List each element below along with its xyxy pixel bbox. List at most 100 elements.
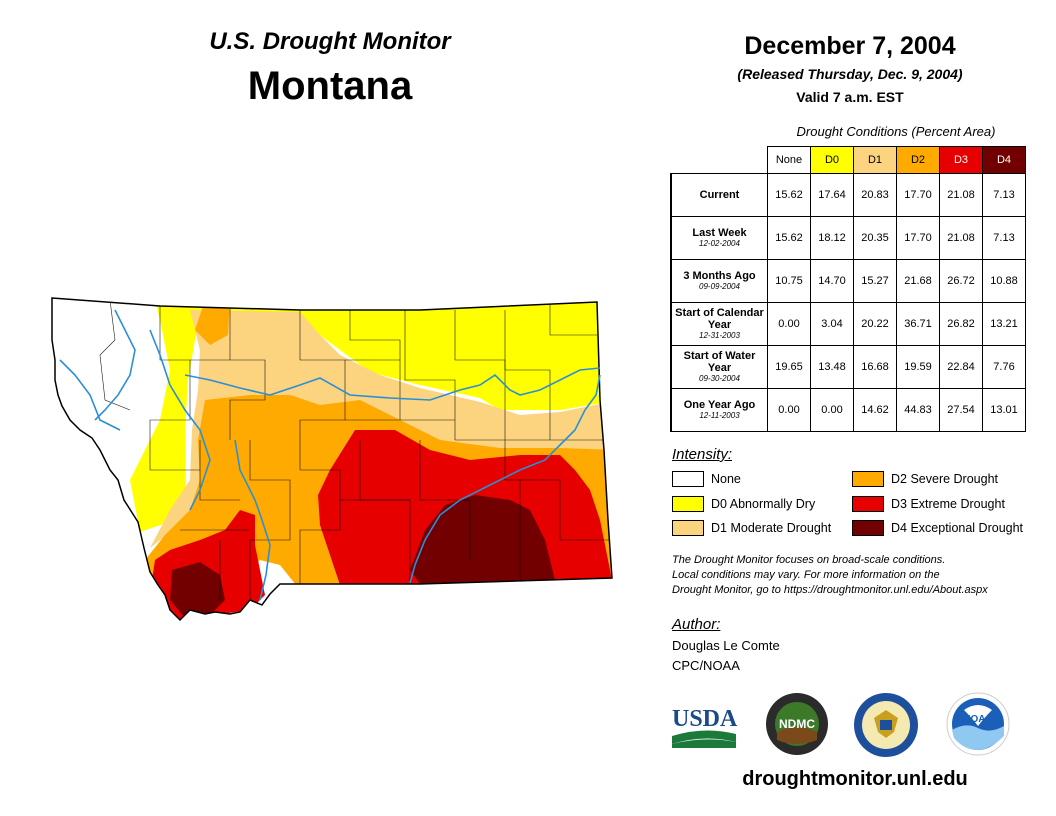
row-label: Start of Water Year 09-30-2004 [670,345,768,389]
table-cell: 0.00 [767,302,811,346]
area-d1 [150,310,612,548]
table-cell: 20.35 [853,216,897,260]
legend-label: None [711,472,741,486]
table-cell: 7.13 [982,216,1026,260]
website-link[interactable]: droughtmonitor.unl.edu [742,768,968,790]
table-cell: 21.68 [896,259,940,303]
author-heading: Author: [672,616,721,633]
table-cell: 26.72 [939,259,983,303]
table-cell: 14.62 [853,388,897,432]
disclaimer-note: The Drought Monitor focuses on broad-sca… [672,553,1042,598]
area-d4-southwest [170,562,225,618]
drought-areas [52,298,612,620]
area-d2-north [195,300,230,345]
table-cell: 15.62 [767,173,811,217]
table-cell: 10.88 [982,259,1026,303]
table-cell: 0.00 [767,388,811,432]
valid-time: Valid 7 a.m. EST [796,89,904,105]
legend-title: Intensity: [672,446,733,463]
table-cell: 21.08 [939,173,983,217]
note-line: The Drought Monitor focuses on broad-sca… [672,554,946,566]
row-label: Start of Calendar Year 12-31-2003 [670,302,768,346]
area-d0 [130,300,612,532]
legend-label: D0 Abnormally Dry [711,497,816,511]
table-cell: 27.54 [939,388,983,432]
table-cell: 7.76 [982,345,1026,389]
row-label: Current [670,173,768,217]
legend-label: D3 Extreme Drought [891,497,1005,511]
table-cell: 15.62 [767,216,811,260]
table-row: Start of Calendar Year 12-31-2003 0.00 3.… [670,302,1026,346]
legend-item-d2: D2 Severe Drought [852,471,998,487]
legend-swatch [672,471,704,487]
legend-swatch [672,520,704,536]
area-d4 [410,495,555,584]
table-cell: 13.01 [982,388,1026,432]
table-cell: 10.75 [767,259,811,303]
table-cell: 17.70 [896,216,940,260]
montana-map [51,297,613,622]
column-d1: D1 [853,146,897,174]
note-line: Local conditions may vary. For more info… [672,569,940,581]
county-lines [99,299,612,600]
row-date: 12-31-2003 [699,331,740,340]
column-d3: D3 [939,146,983,174]
table-cell: 20.22 [853,302,897,346]
ndmc-logo-text: NDMC [779,717,815,731]
legend-swatch [852,496,884,512]
table-row: One Year Ago 12-11-2003 0.00 0.00 14.62 4… [670,388,1026,432]
table-corner [671,147,768,174]
legend-label: D2 Severe Drought [891,472,999,486]
table-cell: 3.04 [810,302,854,346]
river-icon [59,309,601,601]
note-line: Drought Monitor, go to https://droughtmo… [672,584,988,596]
legend-item-d0: D0 Abnormally Dry [672,496,815,512]
map-date: December 7, 2004 [744,32,956,60]
table-row: Current 15.62 17.64 20.83 17.70 21.08 7.… [670,173,1026,217]
table-cell: 17.64 [810,173,854,217]
table-cell: 44.83 [896,388,940,432]
column-none: None [767,146,811,174]
row-date: 09-09-2004 [699,282,740,291]
noaa-logo: NOAA [946,692,1010,756]
table-cell: 0.00 [810,388,854,432]
table-caption: Drought Conditions (Percent Area) [796,124,996,139]
column-d0: D0 [810,146,854,174]
row-date: 12-11-2003 [699,411,740,420]
usda-logo-text: USDA [672,706,738,732]
usda-logo: USDA [672,706,738,748]
row-label: Last Week 12-02-2004 [670,216,768,260]
state-outline [51,297,613,622]
table-cell: 22.84 [939,345,983,389]
ndmc-logo: NDMC [766,693,828,755]
table-cell: 14.70 [810,259,854,303]
table-cell: 19.65 [767,345,811,389]
table-header-row: None D0 D1 D2 D3 D4 [671,146,1026,174]
table-cell: 18.12 [810,216,854,260]
table-row: Last Week 12-02-2004 15.62 18.12 20.35 17… [670,216,1026,260]
table-row: 3 Months Ago 09-09-2004 10.75 14.70 15.27… [670,259,1026,303]
legend-item-d4: D4 Exceptional Drought [852,520,1023,536]
noaa-logo-text: NOAA [963,714,992,725]
table-cell: 15.27 [853,259,897,303]
commerce-seal-icon [854,693,918,757]
legend-swatch [672,496,704,512]
legend-item-none: None [672,471,741,487]
row-label: 3 Months Ago 09-09-2004 [670,259,768,303]
table-row: Start of Water Year 09-30-2004 19.65 13.4… [670,345,1026,389]
row-label: One Year Ago 12-11-2003 [670,388,768,432]
row-date: 12-02-2004 [699,239,740,248]
legend-label: D1 Moderate Drought [711,521,832,535]
table-cell: 13.21 [982,302,1026,346]
row-date: 09-30-2004 [699,374,740,383]
map-title: Montana [247,64,413,108]
release-date: (Released Thursday, Dec. 9, 2004) [737,66,963,82]
table-cell: 19.59 [896,345,940,389]
author-organization: CPC/NOAA [672,658,740,673]
table-cell: 7.13 [982,173,1026,217]
column-d4: D4 [982,146,1026,174]
author-name: Douglas Le Comte [672,638,780,653]
table-cell: 36.71 [896,302,940,346]
table-cell: 17.70 [896,173,940,217]
table-cell: 21.08 [939,216,983,260]
